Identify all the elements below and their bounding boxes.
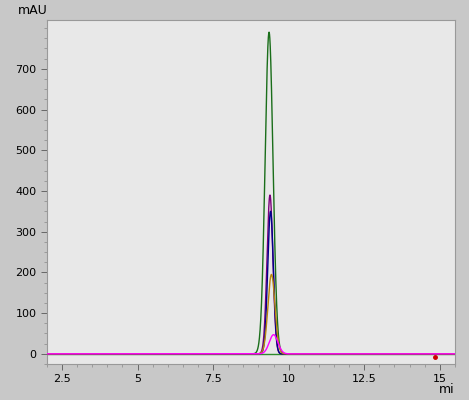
Text: mAU: mAU bbox=[18, 4, 48, 16]
Text: mi: mi bbox=[439, 383, 455, 396]
